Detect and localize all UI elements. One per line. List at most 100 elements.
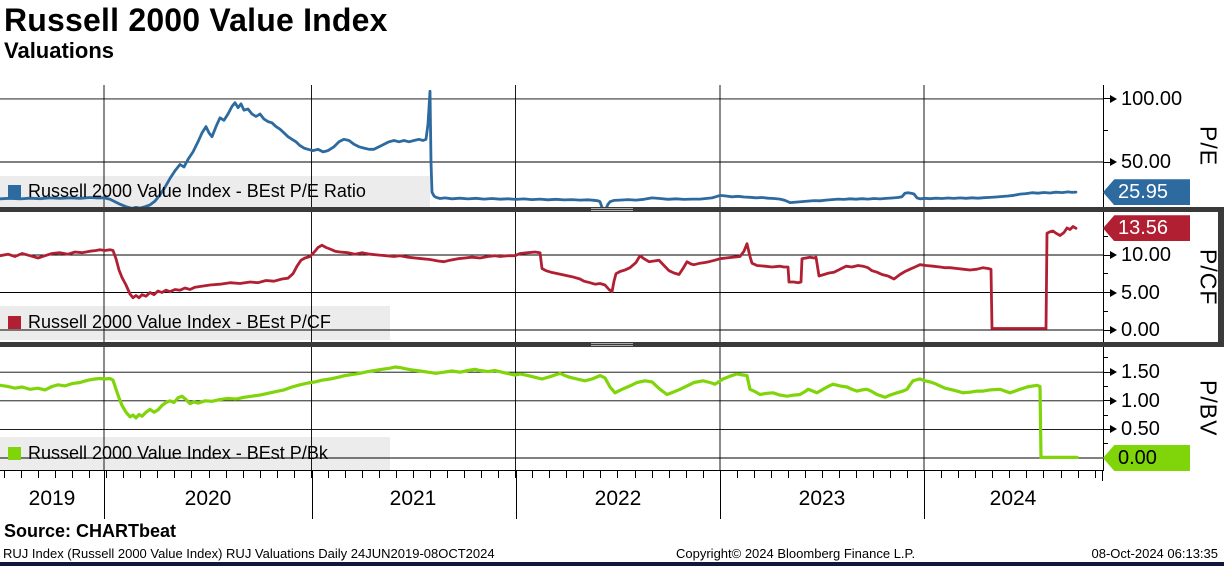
x-minor-tick bbox=[259, 471, 261, 478]
y-minor-tick bbox=[1103, 443, 1108, 445]
x-minor-tick bbox=[395, 471, 397, 478]
pcf-legend-swatch-icon bbox=[8, 316, 21, 329]
x-minor-tick bbox=[804, 471, 806, 478]
y-minor-tick bbox=[1103, 235, 1108, 237]
y-tick-arrow-icon bbox=[1110, 288, 1117, 297]
source-line: Source: CHARTbeat bbox=[4, 521, 177, 541]
year-boundary-line bbox=[104, 471, 105, 519]
x-minor-tick bbox=[941, 471, 943, 478]
pe-legend-background bbox=[0, 176, 430, 207]
x-minor-tick bbox=[1026, 471, 1028, 478]
y-minor-tick bbox=[1103, 129, 1108, 131]
x-minor-tick bbox=[276, 471, 278, 478]
pcf-axis-line bbox=[1103, 212, 1104, 342]
panel-frame-right-strip bbox=[1218, 207, 1224, 347]
pcf-axis-title: P/CF bbox=[1195, 248, 1222, 306]
pbv-legend[interactable]: Russell 2000 Value Index - BEst P/Bk bbox=[8, 443, 328, 464]
y-tick-arrow-icon bbox=[1110, 94, 1117, 103]
x-minor-tick bbox=[344, 471, 346, 478]
x-axis: 2019 2020 2021 2022 2023 2024 bbox=[0, 470, 1104, 521]
x-minor-tick bbox=[293, 471, 295, 478]
x-minor-tick bbox=[464, 471, 466, 478]
page-subtitle: Valuations bbox=[4, 37, 115, 63]
axis-end-line bbox=[1102, 471, 1103, 481]
panel-pcf: Russell 2000 Value Index - BEst P/CF 10.… bbox=[0, 212, 1224, 342]
pcf-legend[interactable]: Russell 2000 Value Index - BEst P/CF bbox=[8, 312, 331, 333]
x-minor-tick bbox=[685, 471, 687, 478]
y-tick-label: 0.50 bbox=[1121, 418, 1160, 441]
x-minor-tick bbox=[447, 471, 448, 478]
pcf-line-chart[interactable] bbox=[0, 212, 1103, 342]
x-minor-tick bbox=[787, 471, 789, 478]
y-tick bbox=[1103, 329, 1111, 331]
panel-divider-1[interactable] bbox=[0, 207, 1224, 212]
x-tick-label: 2019 bbox=[28, 487, 76, 510]
y-tick bbox=[1103, 254, 1111, 256]
x-minor-tick bbox=[1094, 471, 1096, 478]
year-boundary-line bbox=[924, 471, 925, 519]
panel-pbv: Russell 2000 Value Index - BEst P/Bk 1.5… bbox=[0, 347, 1224, 471]
y-tick-label: 10.00 bbox=[1121, 244, 1172, 266]
y-tick bbox=[1103, 292, 1111, 293]
bottom-bar bbox=[0, 562, 1224, 566]
panel-divider-2[interactable] bbox=[0, 342, 1224, 347]
divider-grip-icon bbox=[591, 342, 633, 347]
year-boundary-line bbox=[515, 471, 517, 519]
y-minor-tick bbox=[1103, 386, 1108, 387]
y-tick-label: 1.50 bbox=[1121, 361, 1160, 384]
x-minor-tick bbox=[1043, 471, 1045, 478]
x-tick-label: 2021 bbox=[389, 487, 437, 510]
x-minor-tick bbox=[753, 471, 755, 478]
x-tick-label: 2024 bbox=[989, 487, 1037, 510]
y-tick bbox=[1103, 98, 1111, 100]
divider-grip-icon bbox=[591, 207, 633, 212]
y-tick-arrow-icon bbox=[1110, 425, 1117, 434]
x-minor-tick bbox=[736, 471, 738, 478]
y-minor-tick bbox=[1103, 273, 1108, 275]
x-minor-tick bbox=[123, 471, 125, 478]
x-minor-tick bbox=[191, 471, 193, 478]
pe-legend[interactable]: Russell 2000 Value Index - BEst P/E Rati… bbox=[8, 181, 366, 202]
y-tick bbox=[1103, 371, 1111, 373]
x-minor-tick bbox=[992, 471, 994, 478]
pbv-line-chart[interactable] bbox=[0, 347, 1103, 470]
y-tick-arrow-icon bbox=[1110, 158, 1117, 166]
x-minor-tick bbox=[378, 471, 380, 478]
x-minor-tick bbox=[907, 471, 909, 478]
x-minor-tick bbox=[702, 471, 704, 478]
pcf-legend-background bbox=[0, 306, 390, 340]
pe-axis-line bbox=[1103, 85, 1104, 207]
y-tick bbox=[1103, 161, 1111, 163]
y-minor-tick bbox=[1103, 414, 1108, 416]
x-minor-tick bbox=[55, 471, 57, 478]
x-minor-tick bbox=[430, 471, 431, 478]
pe-legend-label: Russell 2000 Value Index - BEst P/E Rati… bbox=[28, 180, 366, 201]
x-minor-tick bbox=[310, 471, 312, 478]
x-tick-label: 2023 bbox=[798, 487, 846, 510]
pcf-legend-label: Russell 2000 Value Index - BEst P/CF bbox=[28, 312, 331, 332]
pe-legend-swatch-icon bbox=[8, 184, 21, 198]
x-minor-tick bbox=[208, 471, 210, 478]
x-minor-tick bbox=[566, 471, 568, 478]
x-minor-tick bbox=[481, 471, 483, 478]
header: Russell 2000 Value Index Valuations bbox=[4, 2, 388, 63]
x-minor-tick bbox=[89, 471, 91, 478]
x-minor-tick bbox=[242, 471, 244, 478]
pe-last-value-tag: 25.95 bbox=[1103, 179, 1190, 206]
y-tick-label: 5.00 bbox=[1121, 281, 1160, 304]
footer: RUJ Index (Russell 2000 Value Index) RUJ… bbox=[0, 546, 1224, 562]
y-tick-label: 0.00 bbox=[1121, 319, 1160, 341]
x-minor-tick bbox=[600, 471, 602, 478]
y-tick-label: 1.00 bbox=[1121, 389, 1160, 412]
pcf-last-value-tag: 13.56 bbox=[1103, 215, 1190, 242]
pe-last-value: 25.95 bbox=[1118, 181, 1169, 204]
x-minor-tick bbox=[770, 471, 772, 478]
x-minor-tick bbox=[157, 471, 159, 478]
x-minor-tick bbox=[498, 471, 500, 478]
x-minor-tick bbox=[839, 471, 840, 478]
x-minor-tick bbox=[1009, 471, 1011, 478]
pe-line-chart[interactable] bbox=[0, 85, 1103, 207]
x-minor-tick bbox=[72, 471, 74, 478]
x-minor-tick bbox=[174, 471, 176, 478]
y-tick-arrow-icon bbox=[1110, 326, 1117, 334]
